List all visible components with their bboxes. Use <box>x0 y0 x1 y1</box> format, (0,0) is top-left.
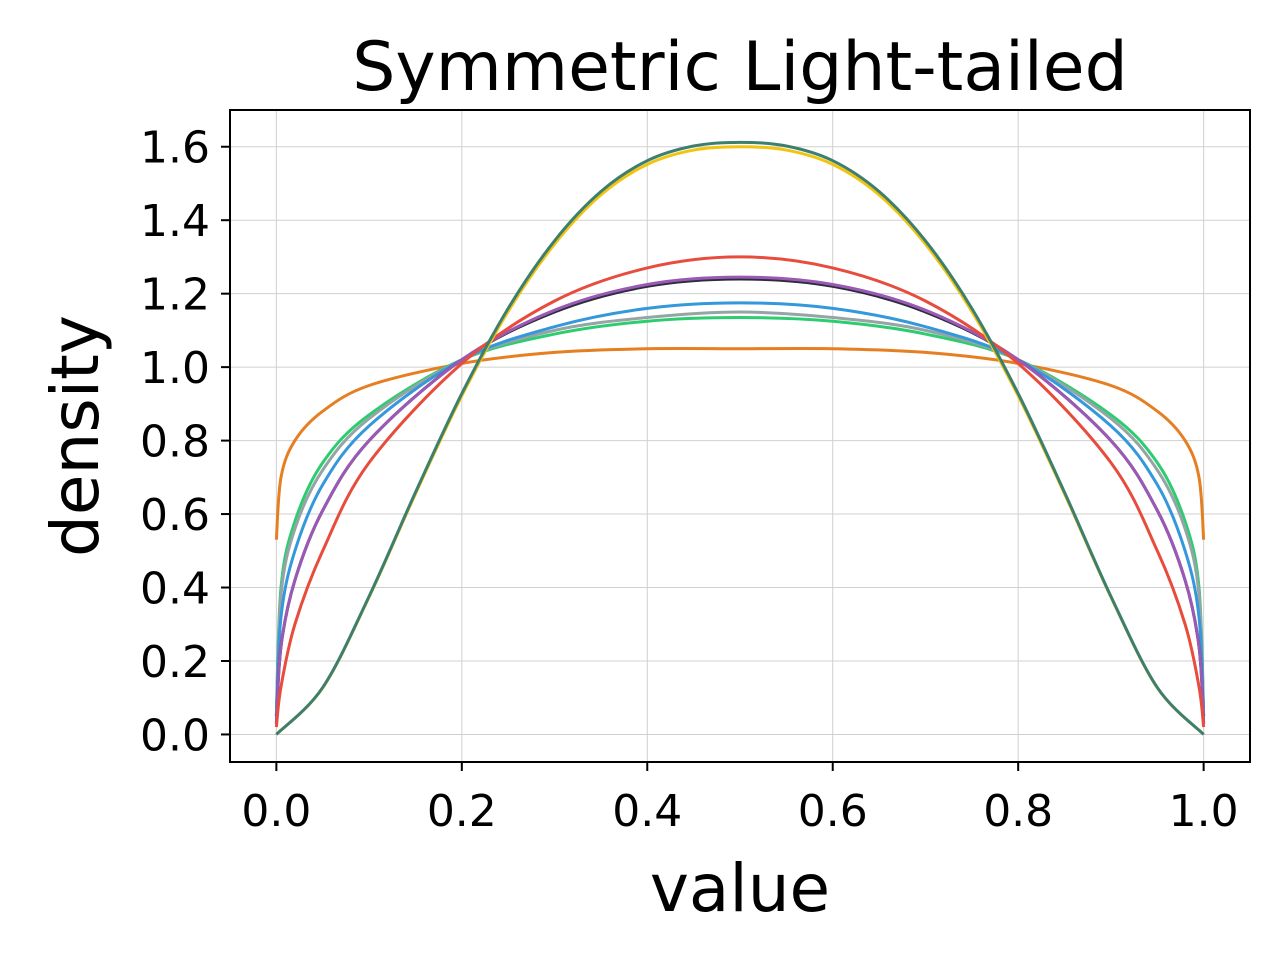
series-line-9 <box>275 140 1205 736</box>
y-tick-label: 0.6 <box>140 490 210 541</box>
x-tick-label: 0.6 <box>798 786 868 837</box>
series-line-6 <box>274 275 1206 724</box>
x-tick-label: 0.4 <box>612 786 682 837</box>
series-line-1 <box>274 346 1206 540</box>
series-line-5 <box>274 277 1206 724</box>
grid <box>230 110 1250 762</box>
axis-ticks: 0.0 0.2 0.4 0.6 0.8 1.0 0.0 0.2 0.4 0.6 0.8 1.0 1.2 1… <box>140 123 1239 837</box>
chart-title: Symmetric Light-tailed <box>352 28 1128 107</box>
y-tick-label: 1.4 <box>140 196 210 247</box>
x-tick-label: 0.0 <box>241 786 311 837</box>
x-tick-label: 0.2 <box>427 786 497 837</box>
series-line-2 <box>274 316 1206 717</box>
y-axis-label: density <box>37 315 114 557</box>
x-tick-label: 1.0 <box>1169 786 1239 837</box>
series-line-3 <box>274 310 1206 717</box>
x-tick-label: 0.8 <box>983 786 1053 837</box>
series-line-7 <box>274 255 1206 728</box>
y-tick-label: 0.4 <box>140 564 210 615</box>
series-lines <box>274 140 1206 736</box>
y-tick-label: 0.2 <box>140 637 210 688</box>
plot-frame <box>229 109 1251 763</box>
y-tick-label: 1.2 <box>140 270 210 321</box>
y-tick-label: 1.0 <box>140 343 210 394</box>
x-axis-label: value <box>650 850 830 927</box>
series-line-4 <box>274 301 1206 717</box>
y-tick-label: 0.0 <box>140 710 210 761</box>
y-tick-label: 1.6 <box>140 123 210 174</box>
y-tick-label: 0.8 <box>140 417 210 468</box>
